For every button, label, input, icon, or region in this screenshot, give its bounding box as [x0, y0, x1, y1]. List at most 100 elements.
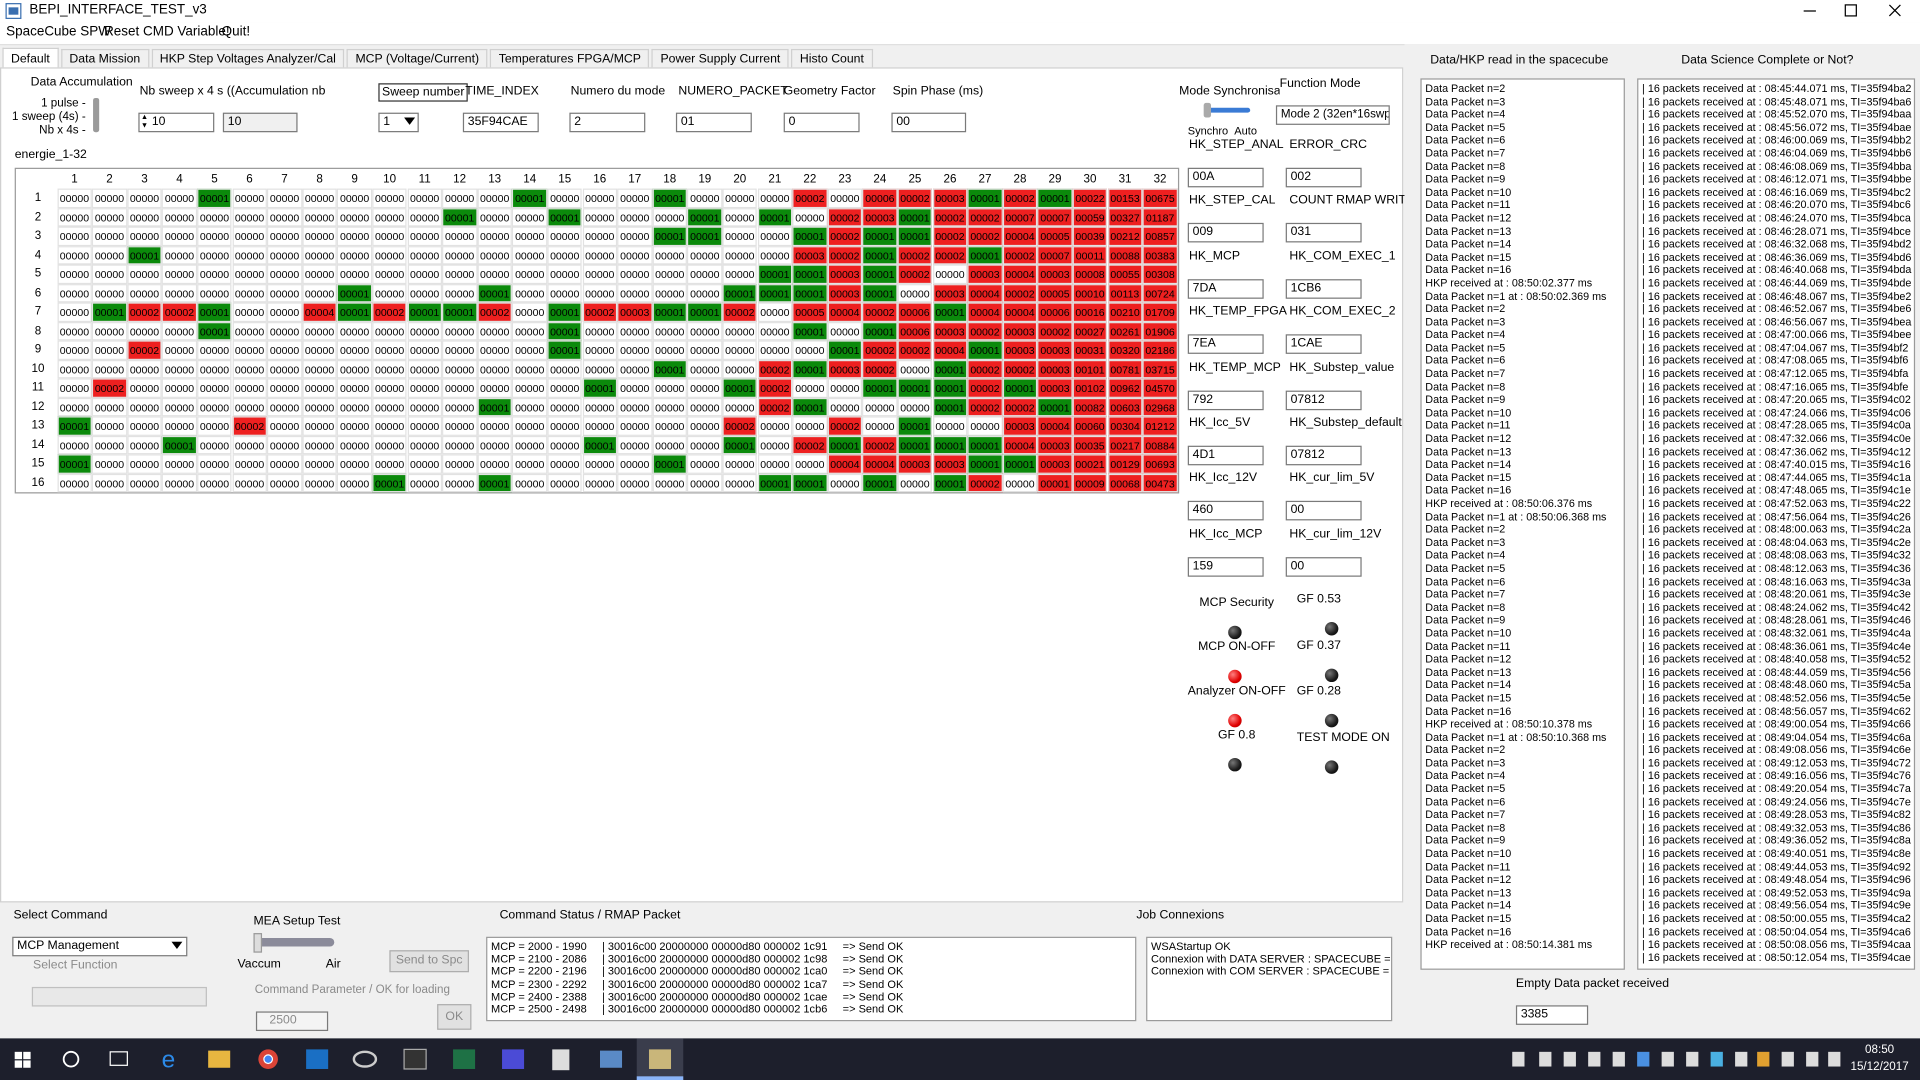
row-header: 1: [34, 191, 42, 205]
log-line: Data Packet n=2: [1425, 743, 1506, 756]
spin-arrows[interactable]: ▲ ▼: [140, 113, 149, 130]
log-line: | 16 packets received at : 08:49:56.054 …: [1642, 899, 1911, 912]
cell: 00000: [582, 397, 618, 417]
ok-button[interactable]: OK: [437, 1004, 472, 1030]
hk-label: HK_COM_EXEC_1: [1289, 249, 1396, 264]
cell: 00000: [91, 283, 127, 303]
cell: 00000: [161, 207, 198, 227]
cell: 00000: [757, 416, 793, 436]
text-field[interactable]: Mode 2 (32en*16swp): [1275, 105, 1390, 125]
tray-icons[interactable]: [1506, 1043, 1849, 1075]
tab[interactable]: Temperatures FPGA/MCP: [490, 48, 650, 69]
cell: 00000: [652, 435, 688, 455]
cell: 00003: [1037, 454, 1073, 474]
cell: 00000: [161, 340, 198, 360]
cell: 02186: [1142, 340, 1178, 360]
cell: 00000: [722, 188, 758, 208]
cell: 00000: [512, 359, 548, 379]
slider-thumb[interactable]: [1203, 102, 1212, 118]
text-field[interactable]: 2: [569, 112, 646, 133]
log-line: | 16 packets received at : 08:46:48.067 …: [1642, 289, 1912, 302]
cell: 00000: [512, 397, 548, 417]
log-line: | 16 packets received at : 08:49:20.054 …: [1642, 782, 1911, 795]
menu-item[interactable]: SpaceCube SPW: [6, 24, 111, 40]
taskbar-icons[interactable]: e: [0, 1038, 710, 1080]
spin-box[interactable]: 2500: [255, 1011, 329, 1032]
cell: 00000: [197, 435, 233, 455]
cell: 00000: [56, 302, 92, 322]
sync-slider[interactable]: [1206, 107, 1251, 113]
text-field[interactable]: 00: [891, 112, 967, 133]
dropdown[interactable]: MCP Management: [12, 936, 188, 957]
cell: 00261: [1107, 321, 1143, 341]
label: Job Connexions: [1136, 908, 1225, 923]
cell: 00000: [407, 283, 443, 303]
clock-date[interactable]: 15/12/2017: [1850, 1060, 1909, 1074]
cell: 00005: [1037, 226, 1073, 246]
cell: 00000: [56, 435, 92, 455]
column-header: 1: [71, 172, 78, 187]
cell: 00000: [722, 207, 758, 227]
cell: 00000: [652, 264, 688, 284]
text-field[interactable]: 0: [783, 112, 860, 133]
row-header: 11: [31, 380, 45, 395]
menu-item[interactable]: Reset CMD Variable!: [104, 24, 230, 40]
cell: 00000: [126, 397, 162, 417]
text-field[interactable]: 01: [675, 112, 752, 133]
cell: 00000: [56, 264, 92, 284]
log-line: | 16 packets received at : 08:49:04.054 …: [1642, 730, 1911, 743]
cell: 00002: [827, 226, 863, 246]
tab[interactable]: HKP Step Voltages Analyzer/Cal: [151, 48, 345, 69]
row-header: 14: [31, 437, 45, 452]
log-line: | 16 packets received at : 08:47:48.065 …: [1642, 484, 1911, 497]
cell: 00000: [722, 226, 758, 246]
clock-time[interactable]: 08:50: [1865, 1043, 1895, 1057]
tab[interactable]: MCP (Voltage/Current): [346, 48, 488, 69]
dropdown[interactable]: 1: [378, 112, 419, 133]
spin-box[interactable]: 10: [138, 112, 215, 133]
column-header: 23: [838, 172, 852, 187]
log-line: | 16 packets received at : 08:45:56.072 …: [1642, 120, 1912, 134]
cell: 00000: [232, 302, 268, 322]
cell: 00000: [582, 454, 618, 474]
cell: 00001: [967, 245, 1003, 265]
cell: 00000: [442, 473, 478, 493]
window-controls[interactable]: [1788, 0, 1920, 22]
cell: 00002: [897, 264, 933, 284]
cell: 00000: [652, 416, 688, 436]
cell: 00000: [687, 454, 723, 474]
cell: 00002: [967, 473, 1003, 493]
cell: 00001: [652, 302, 688, 322]
log-line: | 16 packets received at : 08:48:00.063 …: [1642, 523, 1911, 536]
title-bar: [0, 0, 1920, 23]
menu-item[interactable]: Quit!: [221, 24, 251, 40]
mea-slider[interactable]: [253, 937, 335, 947]
cell: 00000: [442, 283, 478, 303]
cell: 00000: [302, 454, 338, 474]
cell: 00001: [862, 283, 898, 303]
tab[interactable]: Data Mission: [60, 48, 149, 69]
slider-thumb[interactable]: [253, 933, 263, 953]
log-line: Data Packet n=11: [1425, 198, 1511, 212]
send-button[interactable]: Send to Spc: [389, 950, 469, 973]
cell: 00000: [512, 245, 548, 265]
dropdown[interactable]: [31, 986, 207, 1007]
cell: 00001: [757, 283, 793, 303]
tab[interactable]: Default: [2, 47, 59, 69]
cell: 00002: [1002, 283, 1038, 303]
tab[interactable]: Power Supply Current: [651, 48, 789, 69]
log-line: | 16 packets received at : 08:49:44.053 …: [1642, 860, 1911, 873]
hk-value: 7EA: [1187, 334, 1264, 355]
svg-text:e: e: [162, 1047, 176, 1074]
hk-value: 07812: [1285, 390, 1362, 410]
cell: 00000: [56, 378, 92, 398]
hk-label: COUNT RMAP WRITE: [1289, 193, 1415, 208]
cell: 00039: [1072, 226, 1108, 246]
tab[interactable]: Histo Count: [791, 48, 873, 69]
text-field[interactable]: 35F94CAE: [462, 112, 539, 133]
accumulation-slider[interactable]: [93, 97, 100, 133]
cell: 00327: [1107, 207, 1143, 227]
column-header: 26: [943, 172, 957, 187]
cell: 00002: [967, 321, 1003, 341]
cell: 00000: [512, 302, 548, 322]
